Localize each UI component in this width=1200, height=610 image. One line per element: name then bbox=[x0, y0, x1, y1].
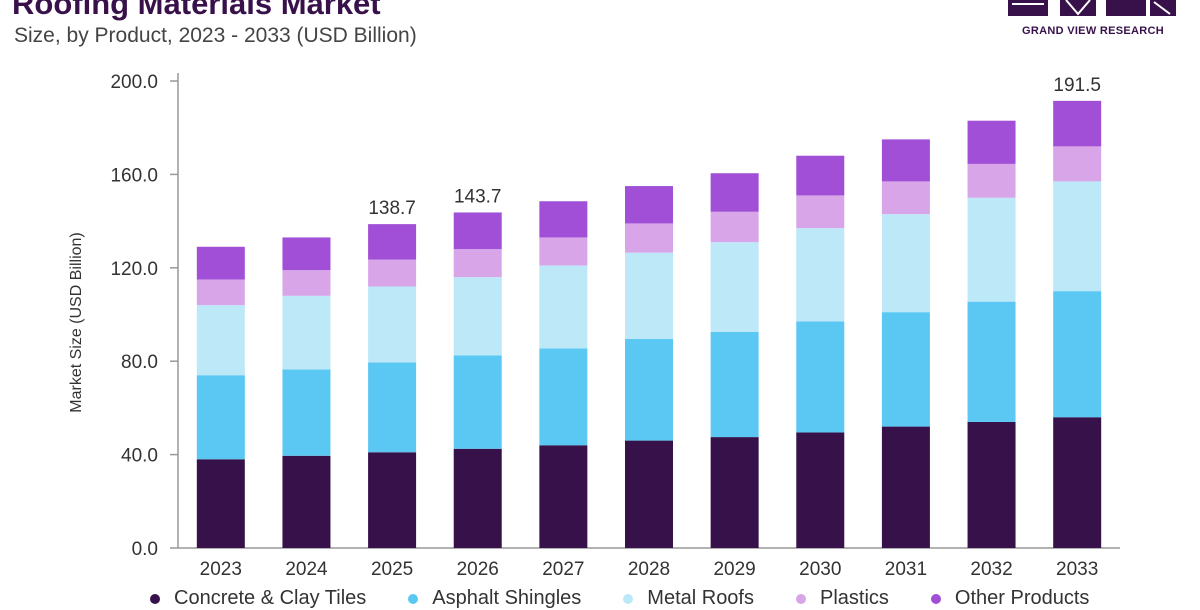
bar-segment bbox=[368, 362, 417, 453]
legend-label: Concrete & Clay Tiles bbox=[174, 587, 367, 609]
bar-segment bbox=[368, 259, 417, 287]
legend-dot-icon bbox=[150, 593, 160, 604]
bar-segment bbox=[539, 445, 588, 548]
bar-segment bbox=[625, 339, 673, 441]
chart-title: Roofing Materials Market bbox=[12, 0, 381, 21]
bar-segment bbox=[710, 332, 759, 438]
x-tick-label: 2030 bbox=[799, 559, 841, 580]
y-tick-label: 160.0 bbox=[110, 165, 158, 186]
bar-segment bbox=[881, 181, 930, 215]
bar-segment bbox=[881, 312, 930, 427]
x-tick-label: 2026 bbox=[457, 559, 499, 580]
bar-segment bbox=[1053, 417, 1102, 548]
y-tick-label: 80.0 bbox=[121, 352, 158, 373]
bar-segment bbox=[625, 440, 673, 548]
legend-item: Other Products bbox=[930, 587, 1090, 610]
x-tick-label: 2029 bbox=[713, 559, 755, 580]
bar-segment bbox=[453, 212, 502, 250]
bar-segment bbox=[196, 279, 245, 306]
bar-segment bbox=[796, 321, 845, 433]
legend-dot-icon bbox=[930, 593, 941, 604]
x-tick-label: 2033 bbox=[1056, 559, 1098, 580]
bar-segment bbox=[710, 242, 759, 333]
bar-segment bbox=[368, 286, 417, 363]
bar-segment bbox=[368, 224, 417, 260]
bar-segment bbox=[282, 270, 331, 296]
bar-segment bbox=[967, 301, 1016, 422]
legend-item: Plastics bbox=[796, 587, 889, 610]
bar-segment bbox=[881, 214, 930, 313]
bar-segment bbox=[453, 448, 502, 548]
y-axis-label: Market Size (USD Billion) bbox=[68, 232, 85, 412]
bar-segment bbox=[282, 455, 331, 548]
bar-segment bbox=[625, 252, 673, 340]
legend-label: Other Products bbox=[954, 587, 1090, 609]
legend-label: Metal Roofs bbox=[647, 587, 754, 609]
bar-segment bbox=[539, 348, 588, 446]
bar-segment bbox=[196, 246, 245, 280]
legend-item: Asphalt Shingles bbox=[408, 587, 581, 610]
bar-segment bbox=[196, 459, 245, 548]
logo-text: GRAND VIEW RESEARCH bbox=[1022, 25, 1164, 37]
bar-segment bbox=[967, 197, 1016, 302]
bar-segment bbox=[881, 139, 930, 182]
y-tick-label: 0.0 bbox=[132, 539, 158, 560]
x-tick-label: 2027 bbox=[542, 559, 584, 580]
bar-segment bbox=[453, 249, 502, 278]
bar-segment bbox=[710, 437, 759, 548]
legend-label: Asphalt Shingles bbox=[432, 587, 582, 609]
bar-segment bbox=[625, 186, 673, 224]
bar-segment bbox=[710, 173, 759, 212]
chart-subtitle: Size, by Product, 2023 - 2033 (USD Billi… bbox=[14, 24, 417, 47]
chart-legend: Concrete & Clay Tiles Asphalt Shingles Met… bbox=[150, 587, 1089, 610]
bar-segment bbox=[796, 195, 845, 229]
bar-segment bbox=[196, 305, 245, 376]
legend-dot-icon bbox=[796, 593, 806, 604]
bar-segment bbox=[539, 265, 588, 349]
bar-segment bbox=[1053, 291, 1102, 418]
y-tick-label: 200.0 bbox=[110, 72, 158, 93]
bar-segment bbox=[453, 277, 502, 356]
legend-item: Concrete & Clay Tiles bbox=[150, 587, 366, 610]
y-tick-label: 120.0 bbox=[110, 259, 158, 280]
x-tick-label: 2024 bbox=[285, 559, 328, 580]
x-tick-label: 2031 bbox=[885, 559, 927, 580]
bar-segment bbox=[796, 155, 845, 196]
bar-segment bbox=[967, 163, 1016, 198]
bar-segment bbox=[539, 201, 588, 238]
data-label: 143.7 bbox=[454, 186, 502, 207]
grand-view-research-logo bbox=[1008, 0, 1176, 16]
bar-segment bbox=[1053, 181, 1102, 292]
bar-segment bbox=[710, 211, 759, 243]
legend-dot-icon bbox=[408, 593, 419, 604]
bar-segment bbox=[967, 120, 1016, 164]
bar-segment bbox=[282, 295, 331, 370]
bar-segment bbox=[196, 375, 245, 460]
legend-item: Metal Roofs bbox=[623, 587, 754, 610]
x-tick-label: 2023 bbox=[200, 559, 242, 580]
x-tick-label: 2032 bbox=[970, 559, 1012, 580]
x-tick-label: 2028 bbox=[628, 559, 670, 580]
bar-segment bbox=[1053, 146, 1102, 182]
legend-dot-icon bbox=[623, 593, 634, 604]
bar-segment bbox=[368, 452, 417, 548]
y-tick-label: 40.0 bbox=[121, 446, 158, 467]
data-label: 191.5 bbox=[1053, 75, 1101, 96]
bar-segment bbox=[796, 432, 845, 548]
bar-segment bbox=[453, 355, 502, 449]
bar-segment bbox=[282, 237, 331, 271]
bar-segment bbox=[796, 228, 845, 322]
bar-segment bbox=[282, 369, 331, 456]
bar-segment bbox=[881, 426, 930, 548]
data-label: 138.7 bbox=[368, 198, 416, 219]
bar-segment bbox=[625, 223, 673, 253]
legend-label: Plastics bbox=[820, 587, 889, 609]
x-tick-label: 2025 bbox=[371, 559, 413, 580]
bar-segment bbox=[539, 237, 588, 266]
bar-segment bbox=[967, 421, 1016, 548]
bar-segment bbox=[1053, 100, 1102, 147]
